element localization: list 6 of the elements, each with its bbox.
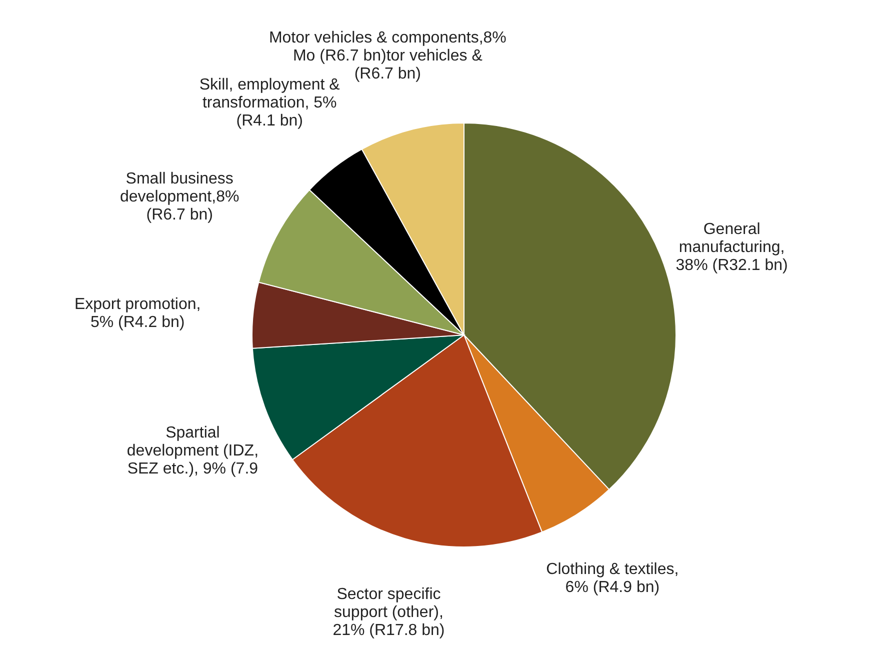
slice-label: Clothing & textiles, 6% (R4.9 bn) [546, 560, 679, 596]
slice-label: General manufacturing, 38% (R32.1 bn) [676, 220, 788, 274]
slice-label: Sector specific support (other), 21% (R17.8 bn) [332, 586, 445, 640]
slice-label: Export promotion, 5% (R4.2 bn) [74, 296, 201, 332]
slice-label: Spartial development (IDZ, SEZ etc.), 9% (7.9 [126, 424, 259, 478]
slice-label: Small business development,8% (R6.7 bn) [120, 170, 240, 224]
